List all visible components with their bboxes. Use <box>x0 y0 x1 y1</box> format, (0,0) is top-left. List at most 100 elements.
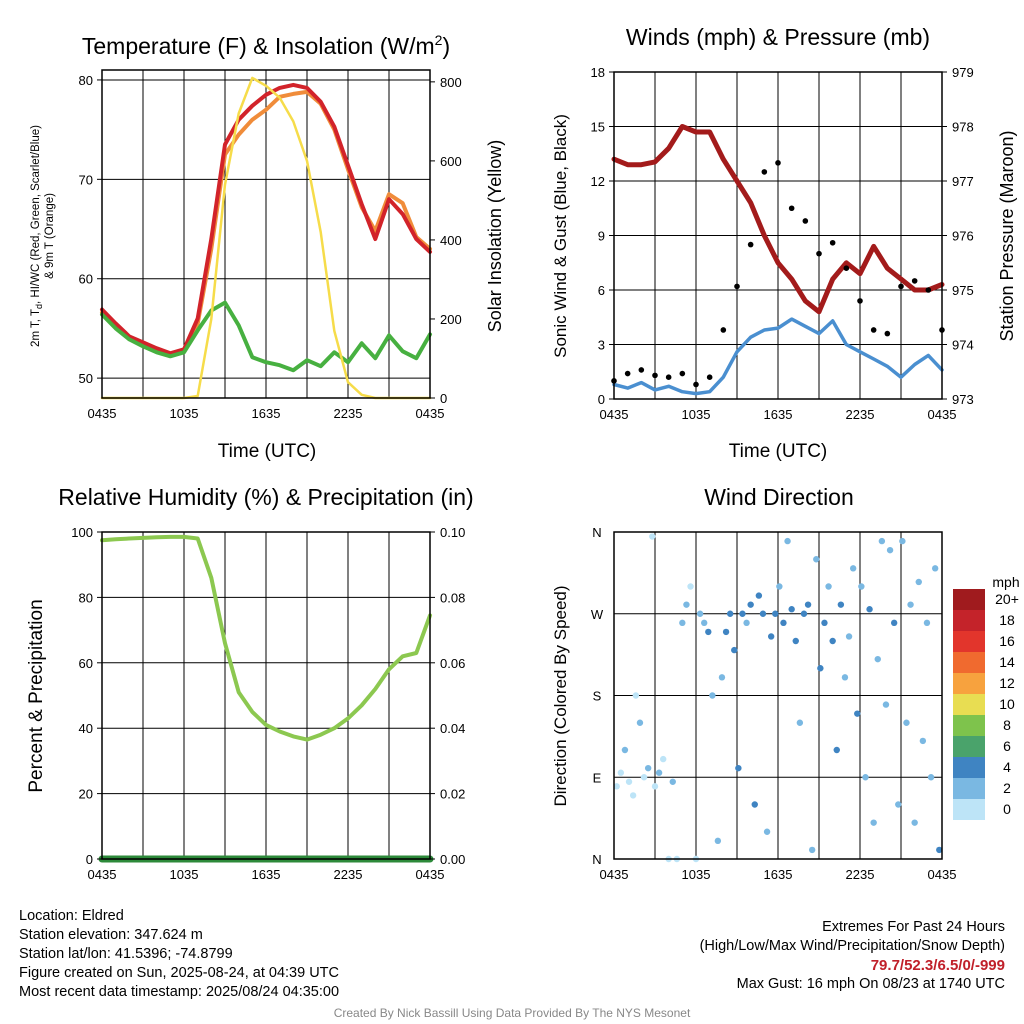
x-tick-label: 1635 <box>252 406 281 421</box>
wind-direction-points <box>613 533 943 863</box>
x-tick-label: 2235 <box>846 407 875 422</box>
wind-direction-point <box>890 619 898 627</box>
gust-point <box>843 265 850 272</box>
wind-direction-point <box>817 665 824 672</box>
wind-direction-point <box>660 755 667 763</box>
legend-swatch <box>953 736 985 757</box>
wind-direction-point <box>808 846 816 854</box>
y-tick-label-right: 978 <box>952 120 974 135</box>
winds-ticks: 0435 1035 1635 2235 043503691215189739749759… <box>591 65 974 422</box>
y-tick-label-right: 800 <box>440 75 462 90</box>
y-tick-label-left: 60 <box>79 656 93 671</box>
gust-point <box>802 218 809 224</box>
wind-direction-point <box>621 746 629 754</box>
wind-direction-grid <box>613 531 943 860</box>
y-tick-label-left: 0 <box>598 392 605 407</box>
y-tick-label-left: 70 <box>79 172 93 187</box>
humidity-ticks: 0435 1035 1635 2235 04350204060801000.000.02… <box>71 525 465 882</box>
x-tick-label: 1035 <box>682 407 711 422</box>
y-tick-label-right: 0.08 <box>440 590 465 605</box>
wind-direction-point <box>784 537 791 545</box>
extremes-fields: (High/Low/Max Wind/Precipitation/Snow De… <box>699 938 1005 954</box>
station-location: Location: Eldred <box>19 908 124 924</box>
x-tick-label: 1635 <box>764 407 793 422</box>
temperature-ylabel-right: Solar Insolation (Yellow) <box>485 140 505 332</box>
pressure-line <box>611 124 945 315</box>
wind-direction-title: Wind Direction <box>704 484 854 510</box>
x-tick-label: 1635 <box>764 867 793 882</box>
wind-direction-point <box>696 610 704 617</box>
wind-direction-point <box>705 628 712 636</box>
winds-series <box>611 124 945 396</box>
wind-direction-point <box>833 746 840 754</box>
gust-point <box>816 250 822 257</box>
temperature-ylabel-left: 2m T, Td, HI/WC (Red, Green, Scarlet/Blu… <box>30 125 56 347</box>
wind-direction-point <box>931 565 939 572</box>
temperature-grid <box>101 70 431 398</box>
wind-direction-point <box>874 655 881 663</box>
gust-point <box>734 283 740 290</box>
wind-direction-point <box>911 819 918 826</box>
y-tick-label-right: 0.10 <box>440 525 465 540</box>
y-tick-label-right: 600 <box>440 154 462 169</box>
wind-direction-point <box>886 546 894 554</box>
gust-point <box>747 241 754 248</box>
wind-direction-point <box>759 610 767 617</box>
y-tick-label-right: 0.00 <box>440 852 465 867</box>
wind-direction-point <box>821 619 828 627</box>
gust-point <box>925 287 932 293</box>
direction-tick-label: S <box>593 689 602 704</box>
wind-direction-point <box>629 792 637 799</box>
wind-direction-point <box>718 674 726 681</box>
humidity-frame <box>101 531 431 860</box>
y-tick-label-left: 50 <box>79 371 93 386</box>
x-tick-label: 0435 <box>88 867 117 882</box>
x-tick-label: 2235 <box>846 867 875 882</box>
y-tick-label-right: 0.06 <box>440 656 465 671</box>
wind-direction-point <box>776 583 783 590</box>
gust-point <box>706 374 713 381</box>
legend-label: 20+ <box>995 591 1019 607</box>
wind-direction-point <box>825 583 832 590</box>
recent-timestamp: Most recent data timestamp: 2025/08/24 0… <box>19 984 340 1000</box>
wind-direction-point <box>845 633 853 640</box>
direction-tick-label: E <box>593 770 602 785</box>
x-tick-label: 0435 <box>928 867 957 882</box>
wind-direction-point <box>854 710 861 717</box>
wind-direction-point <box>767 633 775 640</box>
wind-direction-point <box>804 601 812 608</box>
wind-direction-point <box>813 556 820 563</box>
x-tick-label: 2235 <box>334 867 363 882</box>
gust-point <box>870 327 877 333</box>
y-tick-label-right: 977 <box>952 174 974 189</box>
y-tick-label-left: 3 <box>598 338 605 353</box>
figure-created: Figure created on Sun, 2025-08-24, at 04… <box>19 965 339 981</box>
temperature-title: Temperature (F) & Insolation (W/m2) <box>82 32 450 59</box>
y-tick-label-left: 15 <box>591 120 605 135</box>
wind-direction-point <box>899 537 906 545</box>
wind-direction-point <box>726 610 734 617</box>
gust-point <box>911 278 918 284</box>
wind-direction-point <box>640 774 648 781</box>
x-tick-label: 1035 <box>170 867 199 882</box>
gust-point <box>624 370 631 377</box>
legend-swatch <box>953 610 985 631</box>
wind-direction-point <box>735 764 742 772</box>
extremes-values: 79.7/52.3/6.5/0/-999 <box>870 957 1005 974</box>
station-latlon: Station lat/lon: 41.5396; -74.8799 <box>19 946 233 962</box>
wind-direction-point <box>636 719 644 726</box>
wind-direction-point <box>743 619 750 627</box>
y-tick-label-left: 80 <box>79 590 93 605</box>
wind-direction-point <box>858 583 865 590</box>
wind-direction-point <box>655 769 663 776</box>
wind-direction-point <box>907 601 914 608</box>
gust-point <box>693 381 699 388</box>
x-tick-label: 1035 <box>682 867 711 882</box>
gust-point <box>679 370 686 377</box>
wind-direction-point <box>755 592 763 599</box>
wind-direction-point <box>632 692 640 699</box>
legend-label: 4 <box>1003 759 1011 775</box>
extremes-title: Extremes For Past 24 Hours <box>822 919 1005 935</box>
y-tick-label-right: 200 <box>440 312 462 327</box>
